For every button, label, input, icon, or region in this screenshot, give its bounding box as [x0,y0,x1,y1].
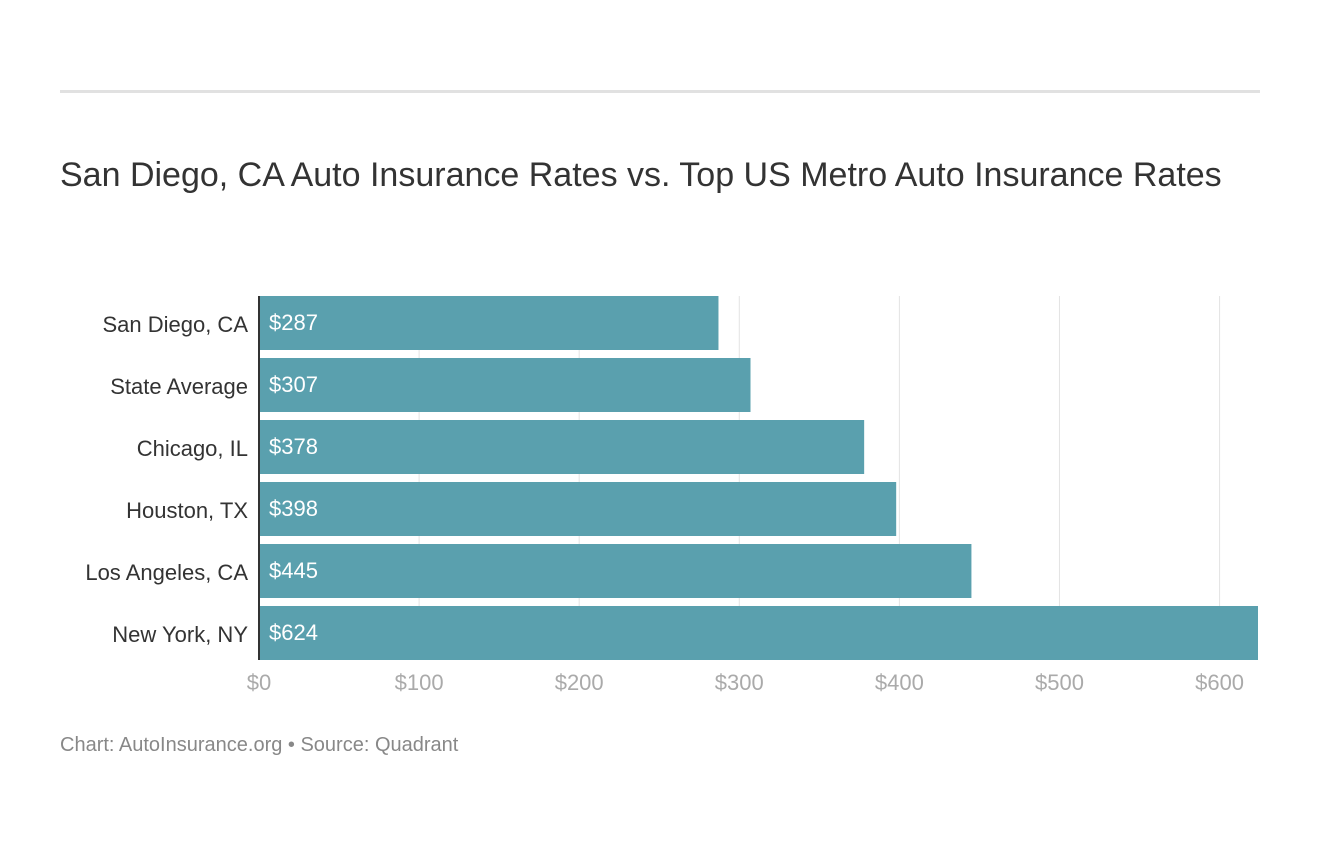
value-label: $287 [269,310,318,335]
value-label: $624 [269,620,318,645]
x-tick-label: $300 [715,670,764,695]
value-label: $445 [269,558,318,583]
x-tick-label: $100 [395,670,444,695]
category-label: State Average [110,374,248,399]
gridlines [418,296,1221,660]
category-label: Chicago, IL [137,436,248,461]
x-axis-ticks: $0 $100 $200 $300 $400 $500 $600 [247,670,1244,695]
category-labels: $287 San Diego, CA $307 State Average $378 Ch… [85,310,318,647]
category-label: San Diego, CA [102,312,248,337]
chart-title: San Diego, CA Auto Insurance Rates vs. T… [60,156,1222,194]
bar [259,544,972,598]
bar [259,606,1258,660]
category-label: New York, NY [112,622,248,647]
x-tick-label: $600 [1195,670,1244,695]
x-tick-label: $400 [875,670,924,695]
top-divider [60,90,1260,93]
bar [259,358,751,412]
value-label: $307 [269,372,318,397]
bar [259,482,897,536]
category-label: Los Angeles, CA [85,560,248,585]
value-label: $378 [269,434,318,459]
x-tick-label: $0 [247,670,271,695]
bars [259,296,1258,660]
x-tick-label: $200 [555,670,604,695]
x-tick-label: $500 [1035,670,1084,695]
chart-footer: Chart: AutoInsurance.org • Source: Quadr… [60,734,459,756]
value-label: $398 [269,496,318,521]
category-label: Houston, TX [126,498,248,523]
bar [259,420,865,474]
bar [259,296,719,350]
